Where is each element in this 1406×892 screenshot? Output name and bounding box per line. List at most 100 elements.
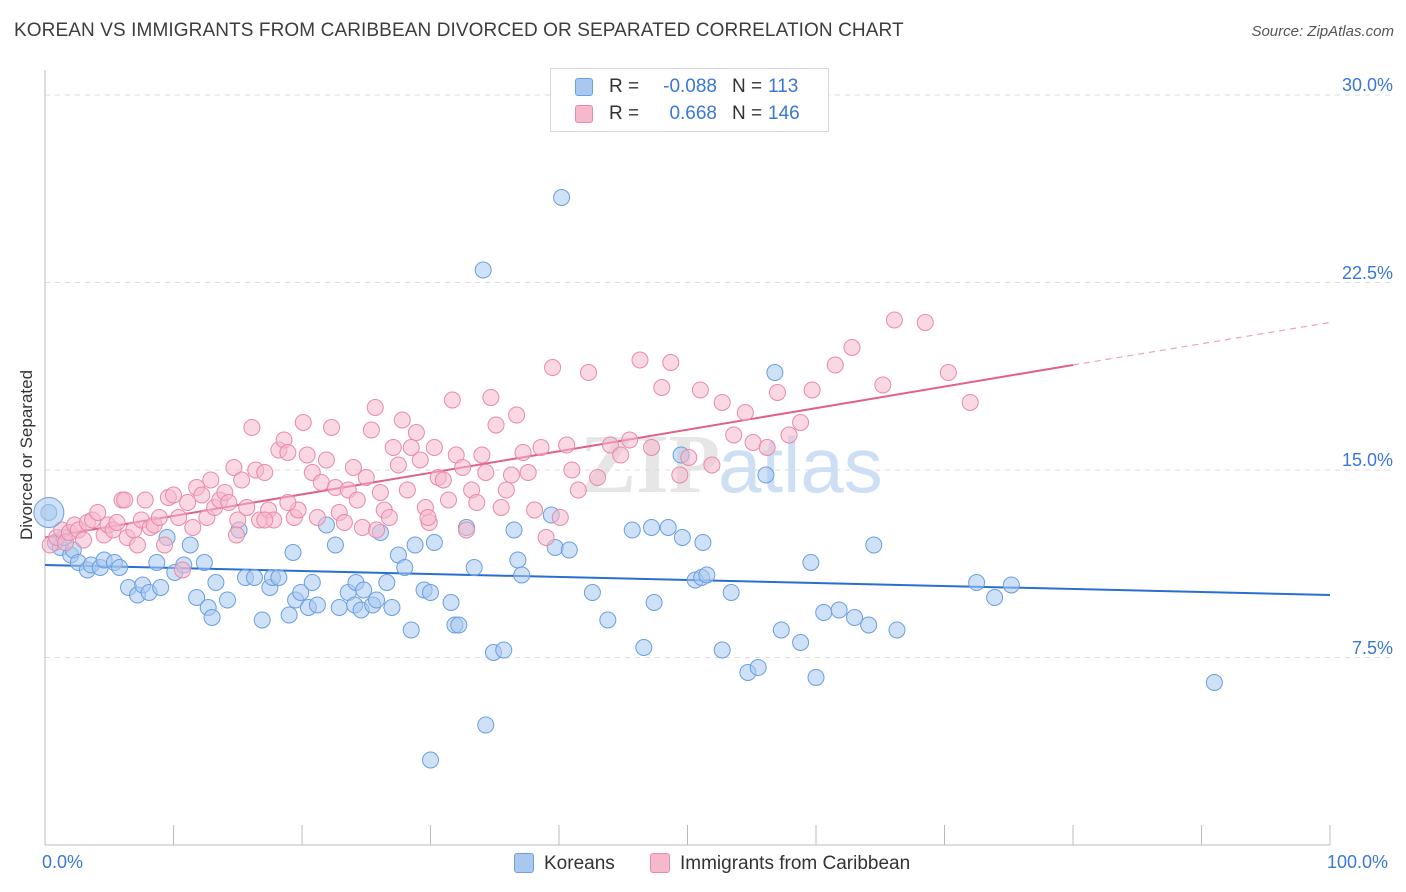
data-point — [643, 439, 661, 456]
data-point — [457, 521, 475, 539]
n-value: 146 — [768, 103, 800, 124]
data-point — [348, 491, 366, 509]
data-point — [673, 529, 691, 546]
data-point — [371, 484, 389, 501]
legend-item-koreans[interactable]: Koreans — [514, 852, 615, 876]
data-point — [514, 444, 532, 461]
source-label: Source: ZipAtlas.com — [1251, 23, 1394, 40]
data-point — [279, 444, 297, 461]
data-point — [792, 634, 810, 651]
data-point — [780, 426, 798, 444]
y-tick-label: 22.5% — [1341, 262, 1393, 283]
data-point — [744, 434, 762, 451]
data-point — [623, 521, 641, 539]
data-point — [89, 504, 107, 521]
data-point — [551, 509, 569, 526]
data-point — [323, 419, 341, 436]
data-point — [256, 511, 274, 529]
data-point — [758, 439, 776, 456]
data-point — [645, 594, 663, 611]
data-point — [802, 554, 820, 571]
caribbean-points — [41, 311, 979, 579]
data-point — [713, 641, 731, 659]
data-point — [396, 559, 414, 576]
data-point — [181, 536, 199, 554]
r-value: -0.088 — [663, 76, 717, 97]
data-point — [843, 339, 861, 356]
data-point — [422, 584, 439, 601]
data-point — [468, 494, 486, 511]
r-label: R = — [609, 103, 640, 124]
data-point — [335, 514, 353, 531]
data-point — [757, 466, 775, 484]
data-point — [152, 579, 170, 596]
data-point — [136, 491, 154, 509]
data-point — [635, 639, 653, 656]
data-point — [308, 596, 326, 614]
legend-item-caribbean[interactable]: Immigrants from Caribbean — [650, 852, 910, 876]
data-point — [368, 521, 386, 539]
data-point — [419, 509, 437, 526]
data-point — [532, 439, 550, 456]
data-point — [380, 509, 398, 526]
data-point — [317, 451, 335, 469]
data-point — [583, 584, 601, 601]
data-point — [454, 459, 472, 476]
data-point — [270, 569, 288, 586]
data-point — [284, 544, 302, 561]
data-point — [680, 449, 698, 466]
data-point — [422, 751, 439, 769]
data-point — [526, 501, 544, 519]
data-point — [916, 314, 934, 331]
data-point — [474, 261, 492, 279]
data-point — [502, 466, 520, 484]
data-point — [357, 469, 375, 486]
data-point — [150, 509, 168, 526]
data-point — [826, 356, 844, 374]
data-point — [243, 419, 261, 436]
data-point — [298, 446, 316, 464]
data-point — [519, 464, 537, 481]
data-point — [631, 351, 649, 369]
data-point — [691, 381, 709, 399]
data-point — [580, 364, 598, 381]
data-point — [442, 594, 460, 611]
data-point — [202, 471, 220, 489]
data-point — [497, 481, 515, 499]
data-point — [368, 591, 386, 609]
y-tick-label: 30.0% — [1341, 75, 1393, 95]
data-point — [173, 561, 191, 579]
data-point — [961, 394, 979, 411]
data-point — [179, 494, 197, 511]
data-point — [671, 466, 689, 484]
data-point — [803, 381, 821, 399]
data-point — [156, 536, 174, 554]
data-point — [383, 599, 401, 616]
data-point — [939, 364, 957, 381]
data-point — [766, 364, 784, 381]
koreans-legend-swatch — [514, 853, 534, 873]
data-point — [238, 499, 256, 516]
koreans-swatch — [575, 78, 593, 96]
watermark: ZIP atlas — [580, 418, 883, 511]
data-point — [233, 471, 251, 489]
svg-text:ZIP: ZIP — [580, 418, 720, 511]
data-point — [560, 541, 578, 559]
caribbean-legend-swatch — [650, 853, 670, 873]
data-point — [473, 446, 491, 464]
data-point — [434, 471, 452, 489]
data-point — [694, 534, 712, 551]
data-point — [116, 491, 134, 509]
data-point — [792, 414, 810, 431]
data-point — [698, 566, 716, 584]
data-point — [749, 659, 767, 676]
koreans-legend-label: Koreans — [544, 853, 615, 874]
data-point — [713, 394, 731, 411]
data-point — [279, 494, 297, 511]
data-point — [393, 411, 411, 429]
data-point-large — [33, 497, 65, 528]
stats-legend: R = -0.088 N = 113 R = 0.668 N = 146 — [550, 68, 829, 132]
data-point — [1205, 674, 1223, 691]
y-tick-label: 15.0% — [1341, 450, 1393, 470]
